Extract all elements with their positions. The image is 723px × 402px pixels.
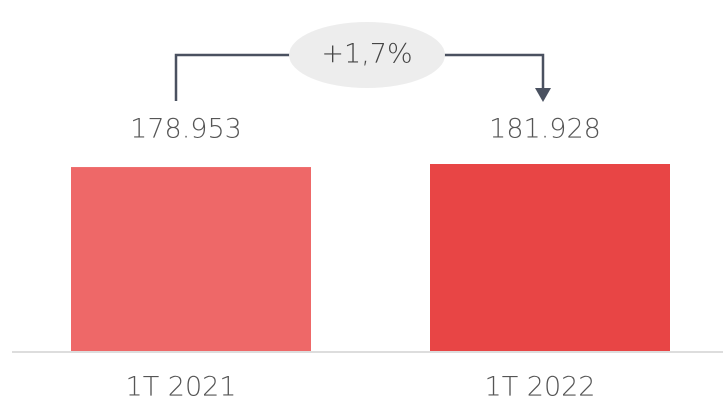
annotation-bubble [289, 22, 445, 88]
bar [71, 167, 311, 351]
value-label: 181.928 [489, 114, 601, 145]
change-annotation: +1,7% [321, 39, 412, 70]
bar [430, 164, 670, 351]
x-tick-label: 1T 2021 [126, 372, 237, 402]
value-label: 178.953 [130, 114, 242, 145]
change-connector [174, 53, 545, 101]
arrow-head [535, 88, 551, 102]
x-tick-label: 1T 2022 [485, 372, 596, 402]
